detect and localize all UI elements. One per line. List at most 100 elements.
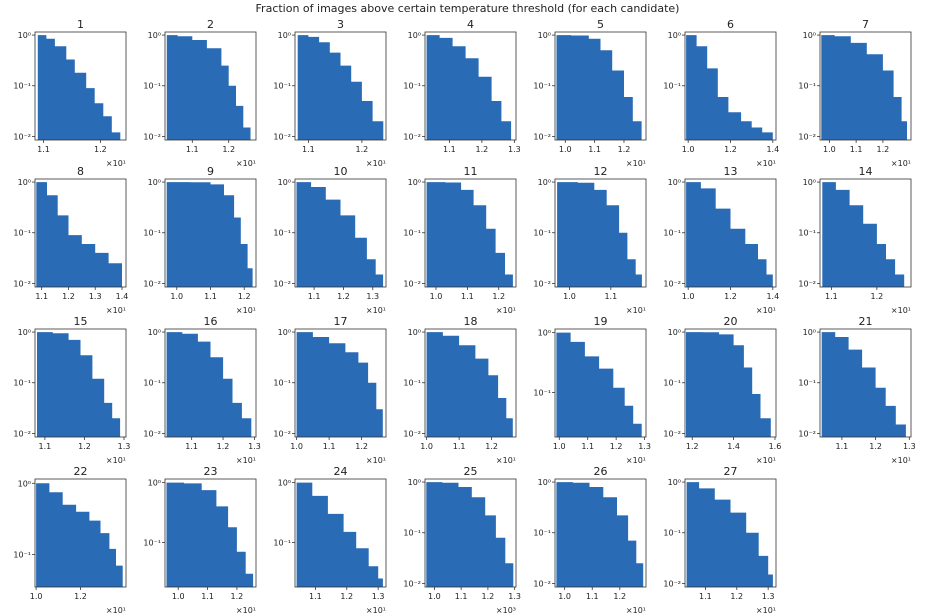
x-tick-label: 1.2 [724, 292, 737, 301]
subplot-title: 2 [207, 18, 214, 31]
x-offset-label: ×10¹ [626, 456, 646, 465]
subplot-title: 11 [464, 165, 478, 178]
subplot-25: 25 1.0 1.1 1.2 1.3 10⁰ 10⁻¹ 10⁻² ×10³ [403, 465, 521, 615]
area-fill [296, 482, 383, 587]
y-tick-label: 10⁻¹ [143, 538, 161, 547]
x-tick-label: 1.1 [588, 145, 601, 154]
x-tick-label: 1.0 [682, 292, 695, 301]
x-offset-label: ×10¹ [756, 456, 776, 465]
y-tick-label: 10⁻¹ [663, 379, 681, 388]
subplot-title: 19 [594, 315, 608, 328]
subplot-13: 13 1.0 1.2 1.4 10⁰ 10⁻¹ 10⁻² ×10¹ [663, 165, 779, 315]
y-tick-label: 10⁻² [533, 132, 551, 141]
y-tick-label: 10⁻² [13, 429, 31, 438]
y-tick-label: 10⁰ [278, 31, 291, 40]
x-tick-label: 1.3 [903, 442, 916, 451]
subplot-11: 11 1.0 1.1 1.2 10⁰ 10⁻¹ 10⁻² ×10¹ [403, 165, 517, 315]
x-tick-label: 1.2 [238, 292, 251, 301]
y-tick-label: 10⁰ [538, 178, 551, 187]
subplot-title: 10 [334, 165, 348, 178]
y-tick-label: 10⁰ [278, 178, 291, 187]
area-fill [296, 332, 383, 437]
y-tick-label: 10⁰ [148, 31, 161, 40]
y-tick-label: 10⁻² [143, 429, 161, 438]
y-tick-label: 10⁻¹ [403, 229, 421, 238]
x-tick-label: 1.1 [443, 145, 456, 154]
subplot-title: 6 [727, 18, 734, 31]
x-offset-label: ×10¹ [106, 159, 126, 168]
y-tick-label: 10⁻¹ [273, 229, 291, 238]
y-tick-label: 10⁰ [538, 329, 551, 338]
subplot-20: 20 1.2 1.4 1.6 10⁰ 10⁻¹ 10⁻² ×10¹ [663, 315, 781, 465]
x-tick-label: 1.1 [302, 145, 315, 154]
x-offset-label: ×10¹ [106, 456, 126, 465]
x-tick-label: 1.0 [559, 145, 572, 154]
subplot-title: 16 [204, 315, 218, 328]
x-tick-label: 1.2 [613, 592, 626, 601]
y-tick-label: 10⁻¹ [13, 229, 31, 238]
subplot-title: 9 [207, 165, 214, 178]
y-tick-label: 10⁻¹ [798, 379, 816, 388]
x-tick-label: 1.0 [682, 145, 695, 154]
x-tick-label: 1.2 [74, 592, 87, 601]
area-fill [686, 482, 773, 587]
x-tick-label: 1.3 [118, 442, 131, 451]
subplot-title: 4 [467, 18, 474, 31]
x-tick-label: 1.1 [323, 442, 336, 451]
subplot-12: 12 1.0 1.1 10⁰ 10⁻¹ 10⁻² ×10¹ [533, 165, 647, 315]
subplot-23: 23 1.0 1.1 1.2 10⁰ 10⁻¹ ×10¹ [143, 465, 257, 615]
y-tick-label: 10⁰ [803, 31, 816, 40]
subplot-24: 24 1.1 1.2 1.3 10⁰ 10⁻¹ ×10¹ [273, 465, 387, 615]
x-tick-label: 1.0 [430, 292, 443, 301]
x-offset-label: ×10¹ [496, 456, 516, 465]
x-tick-label: 1.0 [172, 592, 185, 601]
x-offset-label: ×10¹ [366, 159, 386, 168]
x-tick-label: 1.2 [730, 592, 743, 601]
subplot-title: 21 [859, 315, 873, 328]
y-tick-label: 10⁰ [668, 328, 681, 337]
x-tick-label: 1.4 [727, 442, 740, 451]
x-tick-label: 1.1 [461, 292, 474, 301]
x-offset-label: ×10¹ [236, 159, 256, 168]
y-tick-label: 10⁰ [278, 328, 291, 337]
x-offset-label: ×10¹ [366, 456, 386, 465]
y-tick-label: 10⁰ [18, 31, 31, 40]
area-fill [37, 332, 121, 437]
y-tick-label: 10⁻² [663, 279, 681, 288]
subplot-title: 24 [334, 465, 348, 478]
y-tick-label: 10⁰ [803, 178, 816, 187]
x-tick-label: 1.0 [558, 592, 571, 601]
y-tick-label: 10⁻¹ [143, 379, 161, 388]
subplot-18: 18 1.0 1.1 1.2 10⁰ 10⁻¹ 10⁻² ×10¹ [403, 315, 517, 465]
y-tick-label: 10⁻¹ [273, 82, 291, 91]
x-offset-label: ×10³ [496, 606, 516, 615]
y-tick-label: 10⁻¹ [533, 529, 551, 538]
y-tick-label: 10⁻² [273, 279, 291, 288]
area-fill [37, 35, 121, 140]
x-offset-label: ×10¹ [756, 306, 776, 315]
x-tick-label: 1.3 [89, 292, 102, 301]
y-tick-label: 10⁻² [403, 132, 421, 141]
x-tick-label: 1.1 [850, 145, 863, 154]
x-tick-label: 1.0 [290, 442, 303, 451]
x-tick-label: 1.3 [638, 442, 651, 451]
y-tick-label: 10⁻² [403, 429, 421, 438]
x-offset-label: ×10¹ [236, 606, 256, 615]
x-tick-label: 1.2 [869, 442, 882, 451]
y-tick-label: 10⁰ [408, 478, 421, 487]
y-tick-label: 10⁻¹ [403, 82, 421, 91]
y-tick-label: 10⁻² [13, 279, 31, 288]
y-tick-label: 10⁻² [663, 579, 681, 588]
x-offset-label: ×10¹ [106, 306, 126, 315]
x-offset-label: ×10¹ [106, 606, 126, 615]
y-tick-label: 10⁻¹ [273, 538, 291, 547]
area-fill [426, 332, 513, 437]
x-tick-label: 1.2 [340, 592, 353, 601]
y-tick-label: 10⁰ [803, 328, 816, 337]
x-offset-label: ×10¹ [891, 306, 911, 315]
subplot-title: 14 [859, 165, 873, 178]
subplot-8: 8 1.1 1.2 1.3 1.4 10⁰ 10⁻¹ 10⁻² ×10¹ [13, 165, 128, 315]
y-tick-label: 10⁻¹ [798, 82, 816, 91]
x-tick-label: 1.2 [871, 292, 884, 301]
x-tick-label: 1.2 [356, 145, 369, 154]
